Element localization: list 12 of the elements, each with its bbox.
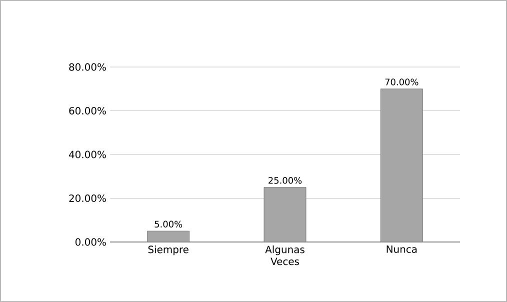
y-tick-label: 20.00% xyxy=(69,194,106,202)
x-tick-label: Siempre xyxy=(148,246,188,256)
y-tick-label: 80.00% xyxy=(69,63,106,71)
x-tick-label: Nunca xyxy=(386,246,417,253)
y-tick-label: 0.00% xyxy=(75,238,106,246)
data-label: 5.00% xyxy=(154,220,182,228)
bar xyxy=(147,231,190,242)
x-tick-label: Algunas Veces xyxy=(265,246,304,266)
y-tick-label: 40.00% xyxy=(68,150,106,158)
data-label: 25.00% xyxy=(268,177,302,184)
data-label: 70.00% xyxy=(385,78,418,86)
y-tick-label: 60.00% xyxy=(69,106,106,115)
